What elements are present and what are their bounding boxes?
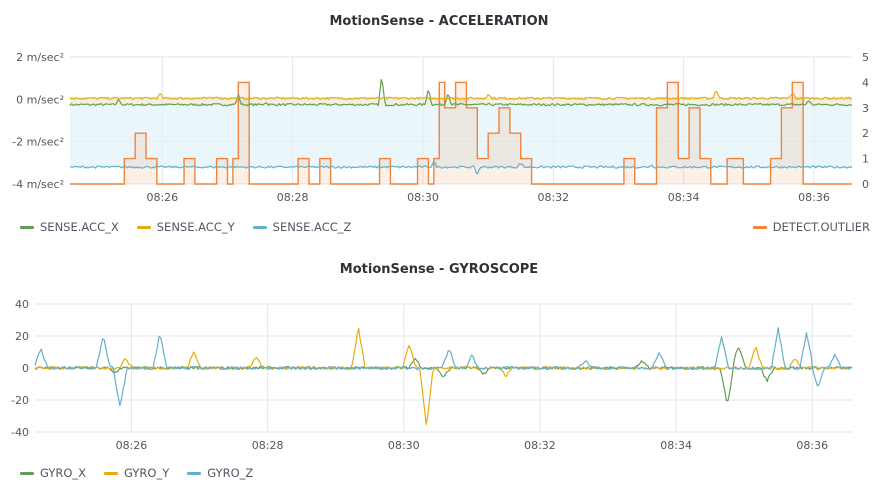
y2-tick-label: 4 — [862, 76, 869, 89]
series-gyro-x — [34, 347, 853, 402]
series-sense-acc-x — [69, 78, 853, 107]
acc-xy-band — [70, 97, 852, 105]
legend-label-detect-outlier: DETECT.OUTLIER — [772, 220, 870, 234]
series-sense-acc-y — [69, 90, 853, 100]
y2-tick-label: 1 — [862, 153, 869, 166]
outlier-swatch — [752, 225, 767, 229]
x-tick-label: 08:26 — [116, 439, 148, 452]
legend-item-acc-y[interactable]: SENSE.ACC_Y — [136, 220, 235, 234]
x-tick-label: 08:30 — [407, 191, 439, 204]
legend-label-gyro-y: GYRO_Y — [124, 466, 170, 480]
acceleration-chart-title: MotionSense - ACCELERATION — [329, 14, 549, 29]
y2-tick-label: 2 — [862, 127, 869, 140]
gyro-z-swatch — [187, 471, 202, 475]
acceleration-legend-right: DETECT.OUTLIER — [752, 220, 870, 234]
x-tick-label: 08:34 — [660, 439, 692, 452]
y-tick-label: -20 — [11, 394, 29, 407]
legend-item-gyro-z[interactable]: GYRO_Z — [187, 466, 253, 480]
legend-label-acc-x: SENSE.ACC_X — [40, 220, 119, 234]
x-tick-label: 08:28 — [277, 191, 309, 204]
legend-label-acc-z: SENSE.ACC_Z — [272, 220, 352, 234]
y2-tick-label: 3 — [862, 102, 869, 115]
x-tick-label: 08:32 — [537, 191, 569, 204]
gyro-x-swatch — [20, 471, 34, 475]
acc-z-swatch — [252, 225, 267, 229]
legend-label-gyro-x: GYRO_X — [40, 466, 87, 480]
legend-item-acc-x[interactable]: SENSE.ACC_X — [20, 220, 119, 234]
y-tick-label: -40 — [11, 426, 29, 439]
legend-label-gyro-z: GYRO_Z — [207, 466, 254, 480]
acc-x-swatch — [20, 225, 34, 229]
x-tick-label: 08:26 — [146, 191, 178, 204]
gyroscope-legend: GYRO_X GYRO_Y GYRO_Z — [20, 466, 253, 480]
legend-item-detect-outlier[interactable]: DETECT.OUTLIER — [752, 220, 870, 234]
legend-label-acc-y: SENSE.ACC_Y — [156, 220, 235, 234]
x-tick-label: 08:30 — [388, 439, 420, 452]
y-tick-label: 20 — [15, 330, 29, 343]
acceleration-legend: SENSE.ACC_X SENSE.ACC_Y SENSE.ACC_Z — [20, 220, 351, 234]
y-tick-label: -2 m/sec² — [12, 136, 64, 149]
series-detect-outlier — [70, 81, 852, 185]
x-tick-label: 08:34 — [668, 191, 700, 204]
y2-tick-label: 0 — [862, 178, 869, 191]
x-tick-label: 08:36 — [796, 439, 828, 452]
x-tick-label: 08:36 — [798, 191, 830, 204]
y-tick-label: 0 — [22, 362, 29, 375]
x-tick-label: 08:32 — [524, 439, 556, 452]
gyroscope-chart-title: MotionSense - GYROSCOPE — [339, 262, 539, 277]
y-tick-label: 40 — [15, 298, 29, 311]
y-tick-label: -4 m/sec² — [12, 178, 64, 191]
series-gyro-z — [34, 327, 853, 407]
y-tick-label: 2 m/sec² — [16, 51, 64, 64]
y-tick-label: 0 m/sec² — [16, 93, 64, 106]
gyro-y-swatch — [104, 471, 119, 475]
legend-item-acc-z[interactable]: SENSE.ACC_Z — [252, 220, 352, 234]
legend-item-gyro-y[interactable]: GYRO_Y — [104, 466, 169, 480]
legend-item-gyro-x[interactable]: GYRO_X — [20, 466, 86, 480]
acc-y-swatch — [136, 225, 151, 229]
series-sense-acc-z — [69, 160, 853, 175]
y2-tick-label: 5 — [862, 51, 869, 64]
acc-range-band — [70, 104, 852, 168]
x-tick-label: 08:28 — [252, 439, 284, 452]
